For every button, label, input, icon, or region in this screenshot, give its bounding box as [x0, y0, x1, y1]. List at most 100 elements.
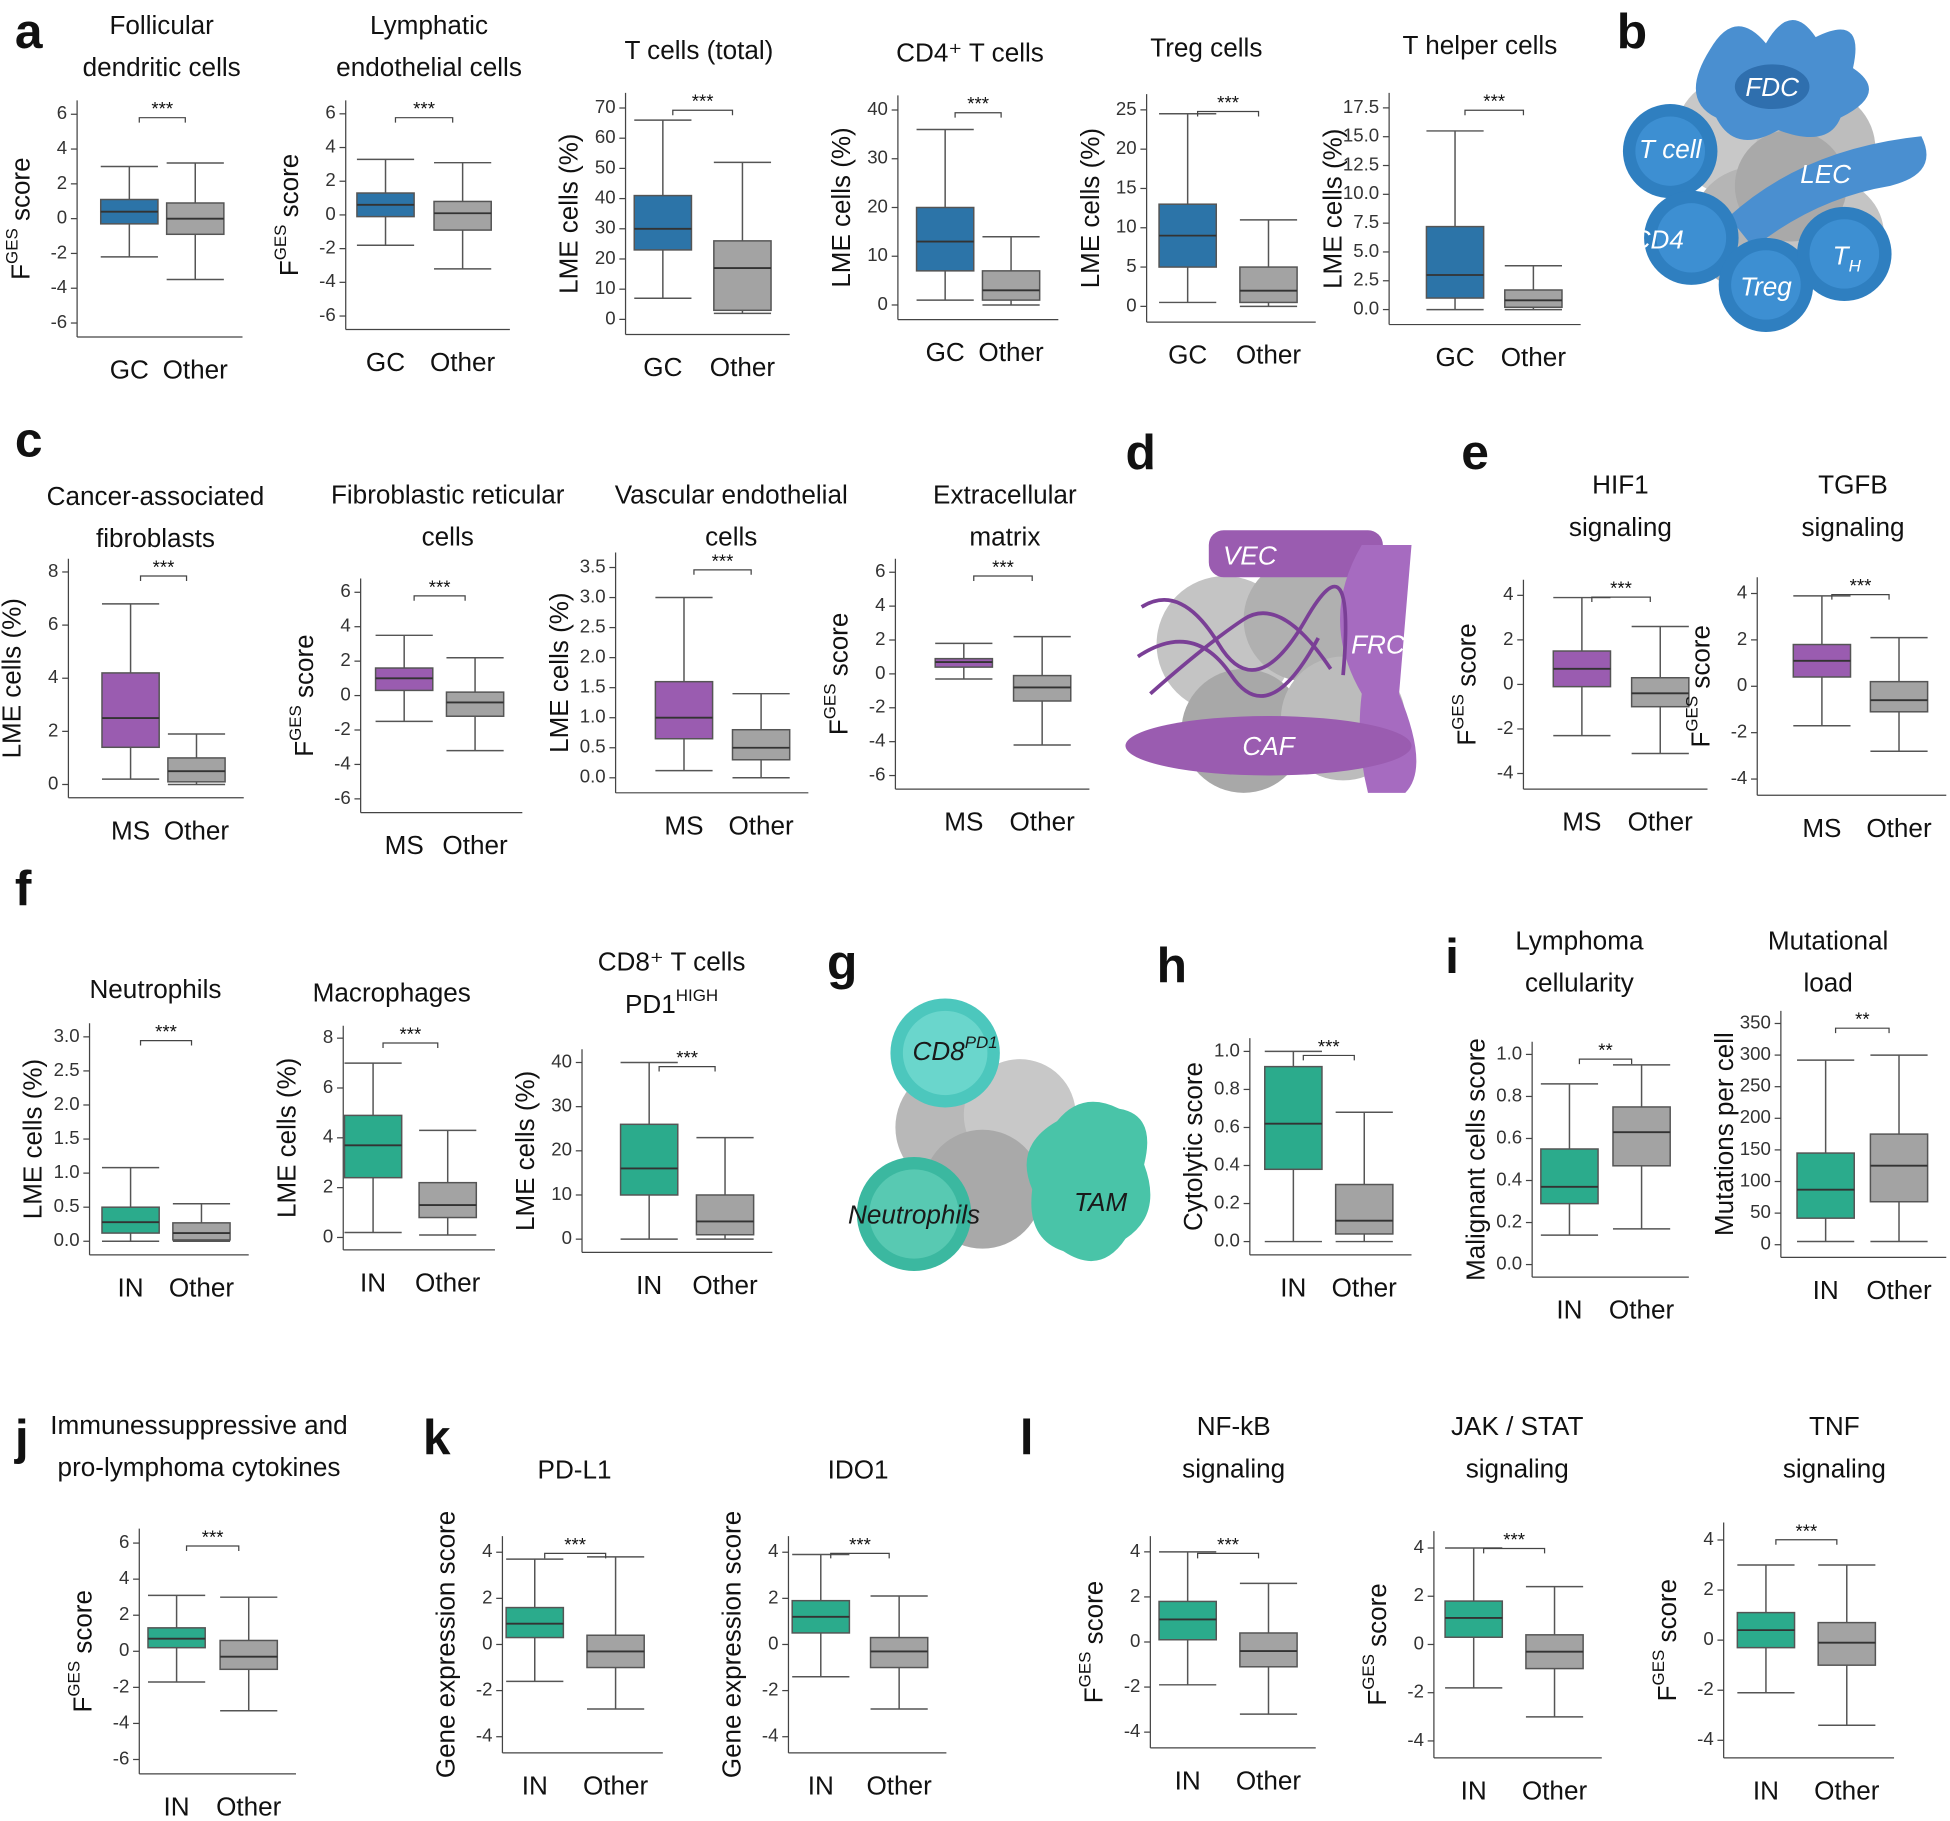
box: [654, 680, 714, 740]
x-tick-label: Other: [163, 355, 229, 385]
x-tick-label: Other: [430, 347, 496, 377]
y-axis-label-part: GES: [1682, 696, 1701, 732]
y-tick-label: 20: [1116, 137, 1137, 158]
significance-bracket: [1464, 109, 1525, 116]
y-tick-label: 0: [1130, 1630, 1140, 1651]
chart-title: IDO1: [828, 1455, 889, 1485]
y-axis-label: FGES score: [1682, 625, 1715, 747]
box: [101, 1206, 160, 1234]
y-tick-label: 1.0: [1214, 1039, 1240, 1060]
y-tick-label: -4: [1124, 1720, 1141, 1741]
x-tick-label: GC: [643, 352, 682, 382]
x-tick-label: Other: [1236, 1766, 1302, 1796]
x-tick-label: Other: [1501, 342, 1567, 372]
y-tick-label: -6: [319, 304, 336, 325]
chart-title: Extracellular: [933, 480, 1077, 510]
y-tick-label: 10.0: [1343, 182, 1379, 203]
y-tick-label: 6: [57, 102, 67, 123]
diagram-label: Treg: [1740, 272, 1792, 302]
y-tick-label: 2: [1130, 1585, 1140, 1606]
y-axis-label-part: F: [1078, 1687, 1108, 1703]
box: [219, 1639, 279, 1671]
y-tick-label: -2: [51, 241, 68, 262]
diagram-label: CD4: [1632, 224, 1684, 254]
significance-label: ***: [1318, 1036, 1340, 1057]
y-tick-label: 4: [48, 666, 58, 687]
y-tick-label: -4: [113, 1711, 130, 1732]
y-tick-label: 10: [551, 1183, 572, 1204]
significance-bracket: [139, 1039, 193, 1046]
y-tick-label: -4: [1497, 761, 1514, 782]
y-tick-label: 6: [340, 580, 350, 601]
diagram-label-part: CD8: [912, 1036, 965, 1066]
x-tick-label: Other: [583, 1770, 649, 1800]
y-axis-label-part: F: [67, 1697, 97, 1713]
x-tick-label: Other: [1522, 1775, 1588, 1805]
box: [167, 757, 226, 783]
chart-title: T cells (total): [624, 35, 773, 65]
chart-title: Mutational: [1768, 926, 1888, 956]
y-tick-label: 8: [48, 560, 58, 581]
significance-bracket: [1196, 1552, 1260, 1559]
y-tick-label: 40: [595, 187, 616, 208]
diagram-label: CAF: [1242, 731, 1296, 761]
chart-title: signaling: [1466, 1453, 1569, 1483]
y-tick-label: 5: [1126, 255, 1136, 276]
y-tick-label: -6: [869, 763, 886, 784]
box: [1540, 1148, 1599, 1205]
y-tick-label: 0.0: [54, 1229, 80, 1250]
y-tick-label: -6: [113, 1747, 130, 1768]
y-tick-label: 15: [1116, 176, 1137, 197]
chart-title: dendritic cells: [83, 52, 241, 82]
x-tick-label: MS: [111, 815, 150, 845]
y-tick-label: 20: [551, 1139, 572, 1160]
panel-letter: l: [1020, 1409, 1034, 1465]
y-tick-label: 0: [1503, 672, 1513, 693]
significance-label: ***: [1503, 1529, 1525, 1550]
significance-label: **: [1598, 1040, 1613, 1061]
significance-bracket: [1483, 1547, 1546, 1554]
x-tick-label: Other: [216, 1792, 282, 1821]
y-tick-label: 0.2: [1496, 1210, 1522, 1231]
y-tick-label: 4: [340, 615, 350, 636]
y-tick-label: 0.0: [1496, 1253, 1522, 1274]
y-axis-label-part: GES: [1649, 1650, 1668, 1686]
x-tick-label: GC: [1168, 340, 1207, 370]
chart-title: fibroblasts: [96, 523, 215, 553]
significance-label: ***: [676, 1047, 698, 1068]
y-tick-label: 6: [325, 102, 335, 123]
x-tick-label: GC: [926, 337, 965, 367]
y-tick-label: 6: [875, 560, 885, 581]
y-tick-label: -2: [113, 1675, 130, 1696]
y-axis-label: FGES score: [1449, 623, 1482, 745]
chart-title: Cancer-associated: [47, 481, 265, 511]
chart-title: cells: [705, 522, 757, 552]
y-tick-label: 40: [867, 98, 888, 119]
y-tick-label: -4: [1407, 1729, 1424, 1750]
y-axis-label-part: F: [5, 264, 35, 280]
x-tick-label: IN: [1813, 1275, 1839, 1305]
y-axis-label-part: score: [67, 1590, 97, 1661]
significance-bracket: [394, 117, 454, 123]
box: [1796, 1152, 1855, 1219]
significance-bracket: [672, 109, 734, 116]
y-tick-label: -4: [334, 752, 351, 773]
y-tick-label: -2: [1407, 1681, 1424, 1702]
y-axis-label-part: GES: [1359, 1654, 1378, 1690]
chart-title: PD-L1: [538, 1455, 612, 1485]
significance-bracket: [1591, 596, 1651, 603]
y-axis-label-part: GES: [1076, 1652, 1095, 1688]
box: [695, 1194, 755, 1236]
box: [101, 672, 160, 749]
x-tick-label: IN: [118, 1272, 144, 1302]
y-tick-label: 100: [1740, 1169, 1771, 1190]
y-axis-label-part: F: [289, 741, 319, 757]
chart-title: cellularity: [1525, 968, 1634, 998]
chart-title: Lymphoma: [1515, 926, 1644, 956]
significance-label: ***: [967, 93, 989, 114]
y-tick-label: 0.0: [1214, 1230, 1240, 1251]
y-axis-label-part: GES: [2, 228, 21, 264]
y-tick-label: 2: [1503, 628, 1513, 649]
y-tick-label: 0: [482, 1632, 492, 1653]
panel-letter: d: [1125, 424, 1155, 480]
